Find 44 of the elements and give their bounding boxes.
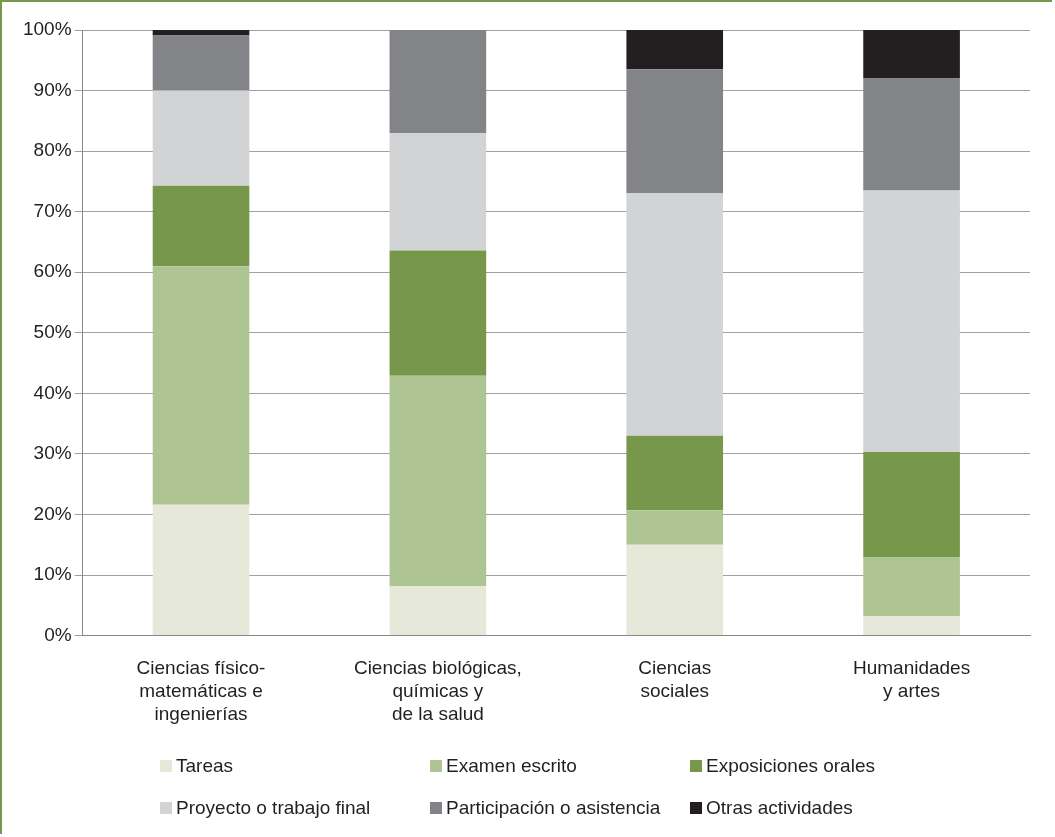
bar: [626, 510, 724, 545]
legend-label: Proyecto o trabajo final: [176, 797, 371, 819]
bar: [389, 375, 487, 586]
bar: [626, 69, 724, 193]
bar: [863, 30, 960, 79]
y-tick-label: 20%: [33, 502, 72, 524]
legend-label: Tareas: [176, 755, 234, 777]
bar: [389, 585, 487, 636]
legend-label: Otras actividades: [706, 797, 853, 819]
y-tick-label: 10%: [33, 563, 72, 585]
bar: [152, 266, 250, 505]
x-tick-label: Ciencias sociales: [638, 657, 712, 702]
y-tick-label: 80%: [33, 139, 72, 161]
bar: [152, 35, 250, 91]
bar: [863, 557, 960, 617]
bar: [626, 544, 724, 636]
bar: [152, 185, 250, 267]
bar: [152, 30, 250, 36]
bar: [626, 192, 724, 436]
legend-label: Examen escrito: [446, 755, 577, 777]
bar: [863, 616, 960, 636]
bar: [389, 132, 487, 251]
x-tick-label: Humanidades y artes: [852, 657, 971, 702]
y-tick-label: 60%: [33, 260, 72, 282]
y-tick-label: 30%: [33, 442, 72, 464]
bar: [152, 504, 250, 636]
bar: [389, 30, 487, 133]
bar: [863, 190, 960, 453]
y-tick-label: 90%: [33, 78, 72, 100]
bar: [389, 250, 487, 376]
bar: [152, 90, 250, 186]
y-tick-label: 50%: [33, 321, 72, 343]
y-tick-label: 40%: [33, 381, 72, 403]
bar: [863, 78, 960, 191]
legend-label: Exposiciones orales: [706, 755, 875, 777]
bar: [626, 30, 724, 70]
y-tick-label: 100%: [22, 18, 72, 40]
bar: [863, 452, 960, 558]
bar: [626, 435, 724, 511]
legend-label: Participación o asistencia: [446, 797, 661, 819]
y-tick-label: 0%: [44, 623, 72, 645]
x-tick-label: Ciencias biológicas, químicas y de la salud: [353, 657, 522, 724]
y-tick-label: 70%: [33, 199, 72, 221]
x-tick-label: Ciencias físico- matemáticas e ingenierías: [136, 657, 266, 724]
